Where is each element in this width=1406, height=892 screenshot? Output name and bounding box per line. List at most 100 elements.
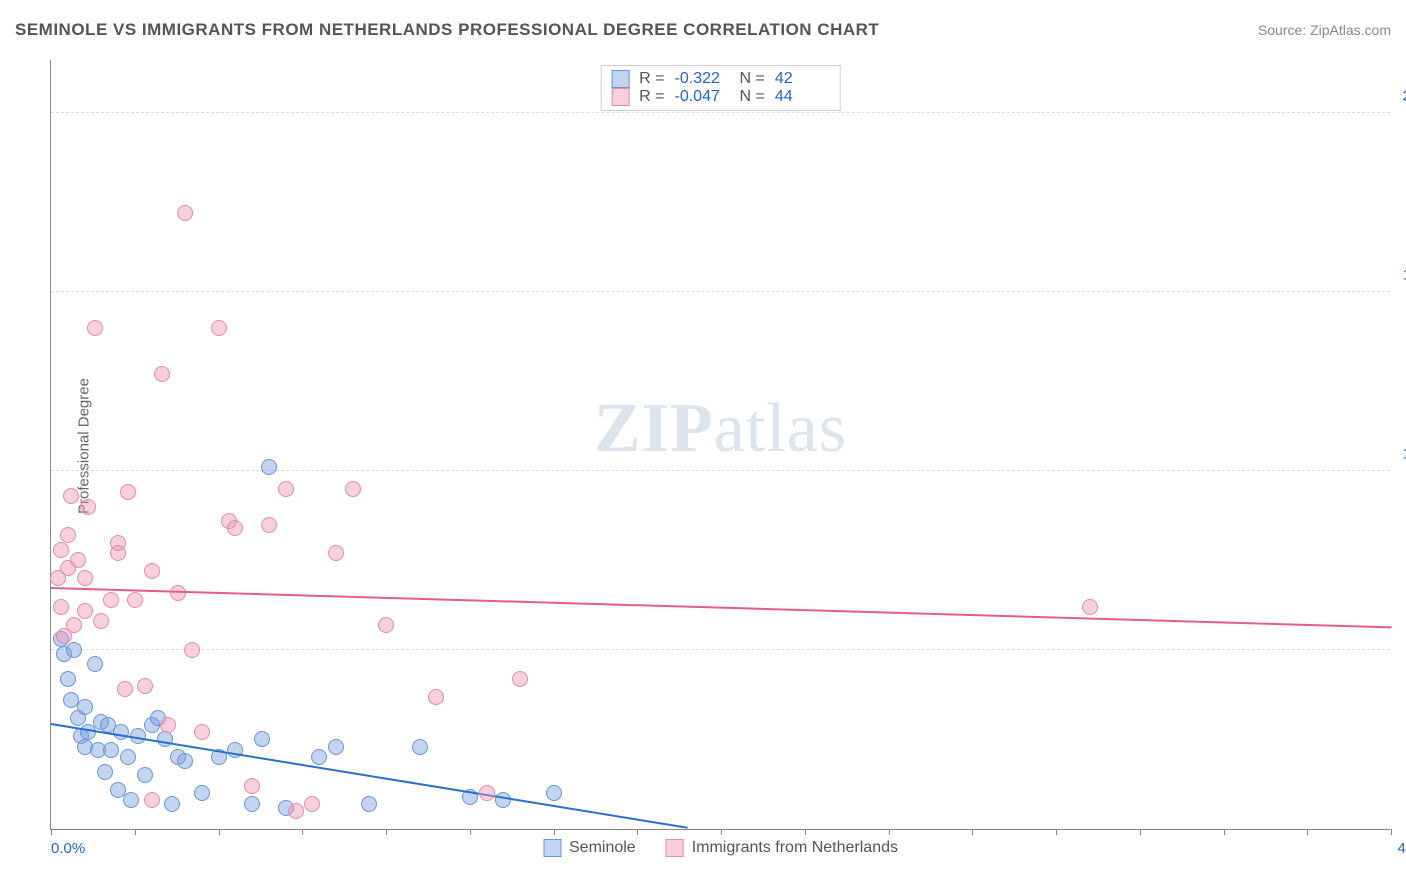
data-point: [80, 499, 96, 515]
x-tick: [386, 829, 387, 835]
stat-n-label: N =: [740, 70, 765, 88]
data-point: [160, 717, 176, 733]
data-point: [412, 739, 428, 755]
stat-r-value-2: -0.047: [675, 88, 730, 106]
data-point: [97, 764, 113, 780]
data-point: [70, 552, 86, 568]
x-tick: [135, 829, 136, 835]
x-tick: [1056, 829, 1057, 835]
stat-r-value-1: -0.322: [675, 70, 730, 88]
data-point: [77, 699, 93, 715]
legend-item-seminole: Seminole: [543, 839, 636, 857]
data-point: [123, 792, 139, 808]
data-point: [546, 785, 562, 801]
x-axis-max-label: 40.0%: [1397, 840, 1406, 857]
legend-label: Seminole: [569, 839, 636, 857]
data-point: [244, 796, 260, 812]
data-point: [177, 753, 193, 769]
data-point: [1082, 599, 1098, 615]
data-point: [261, 517, 277, 533]
data-point: [66, 642, 82, 658]
x-tick: [219, 829, 220, 835]
stat-n-value-2: 44: [775, 88, 830, 106]
x-tick: [889, 829, 890, 835]
x-tick: [470, 829, 471, 835]
data-point: [137, 767, 153, 783]
data-point: [211, 320, 227, 336]
stat-n-label: N =: [740, 88, 765, 106]
legend: Seminole Immigrants from Netherlands: [543, 839, 898, 857]
data-point: [103, 742, 119, 758]
stats-row-1: R = -0.322 N = 42: [611, 70, 830, 88]
data-point: [113, 724, 129, 740]
swatch-seminole: [611, 70, 629, 88]
source-label: Source: ZipAtlas.com: [1258, 22, 1391, 38]
gridline: [51, 112, 1390, 113]
x-tick: [302, 829, 303, 835]
data-point: [80, 724, 96, 740]
gridline: [51, 470, 1390, 471]
data-point: [53, 542, 69, 558]
data-point: [254, 731, 270, 747]
x-tick: [554, 829, 555, 835]
data-point: [512, 671, 528, 687]
data-point: [60, 527, 76, 543]
data-point: [278, 481, 294, 497]
x-tick: [805, 829, 806, 835]
stats-box: R = -0.322 N = 42 R = -0.047 N = 44: [600, 65, 841, 111]
data-point: [144, 563, 160, 579]
x-tick: [1140, 829, 1141, 835]
data-point: [194, 785, 210, 801]
chart-title: SEMINOLE VS IMMIGRANTS FROM NETHERLANDS …: [15, 20, 879, 40]
gridline: [51, 291, 1390, 292]
data-point: [244, 778, 260, 794]
x-tick: [721, 829, 722, 835]
data-point: [120, 749, 136, 765]
y-tick-label: 20.0%: [1402, 87, 1406, 104]
data-point: [361, 796, 377, 812]
data-point: [87, 656, 103, 672]
x-tick: [1224, 829, 1225, 835]
data-point: [60, 671, 76, 687]
x-tick: [1307, 829, 1308, 835]
data-point: [53, 599, 69, 615]
data-point: [110, 535, 126, 551]
x-axis-min-label: 0.0%: [51, 840, 85, 857]
stat-n-value-1: 42: [775, 70, 830, 88]
data-point: [144, 792, 160, 808]
data-point: [184, 642, 200, 658]
y-tick-label: 15.0%: [1402, 266, 1406, 283]
data-point: [66, 617, 82, 633]
x-tick: [637, 829, 638, 835]
x-tick: [1391, 829, 1392, 835]
data-point: [304, 796, 320, 812]
data-point: [103, 592, 119, 608]
data-point: [177, 205, 193, 221]
data-point: [93, 613, 109, 629]
data-point: [495, 792, 511, 808]
data-point: [77, 603, 93, 619]
legend-swatch-netherlands: [666, 839, 684, 857]
watermark: ZIPatlas: [594, 389, 847, 469]
data-point: [328, 545, 344, 561]
scatter-plot: ZIPatlas R = -0.322 N = 42 R = -0.047 N …: [50, 60, 1390, 830]
data-point: [311, 749, 327, 765]
data-point: [117, 681, 133, 697]
legend-item-netherlands: Immigrants from Netherlands: [666, 839, 898, 857]
swatch-netherlands: [611, 88, 629, 106]
gridline: [51, 649, 1390, 650]
data-point: [157, 731, 173, 747]
data-point: [328, 739, 344, 755]
data-point: [194, 724, 210, 740]
data-point: [227, 520, 243, 536]
data-point: [479, 785, 495, 801]
data-point: [164, 796, 180, 812]
data-point: [261, 459, 277, 475]
stat-r-label: R =: [639, 70, 664, 88]
data-point: [120, 484, 136, 500]
data-point: [345, 481, 361, 497]
data-point: [63, 488, 79, 504]
data-point: [154, 366, 170, 382]
data-point: [87, 320, 103, 336]
trend-line: [51, 587, 1391, 628]
